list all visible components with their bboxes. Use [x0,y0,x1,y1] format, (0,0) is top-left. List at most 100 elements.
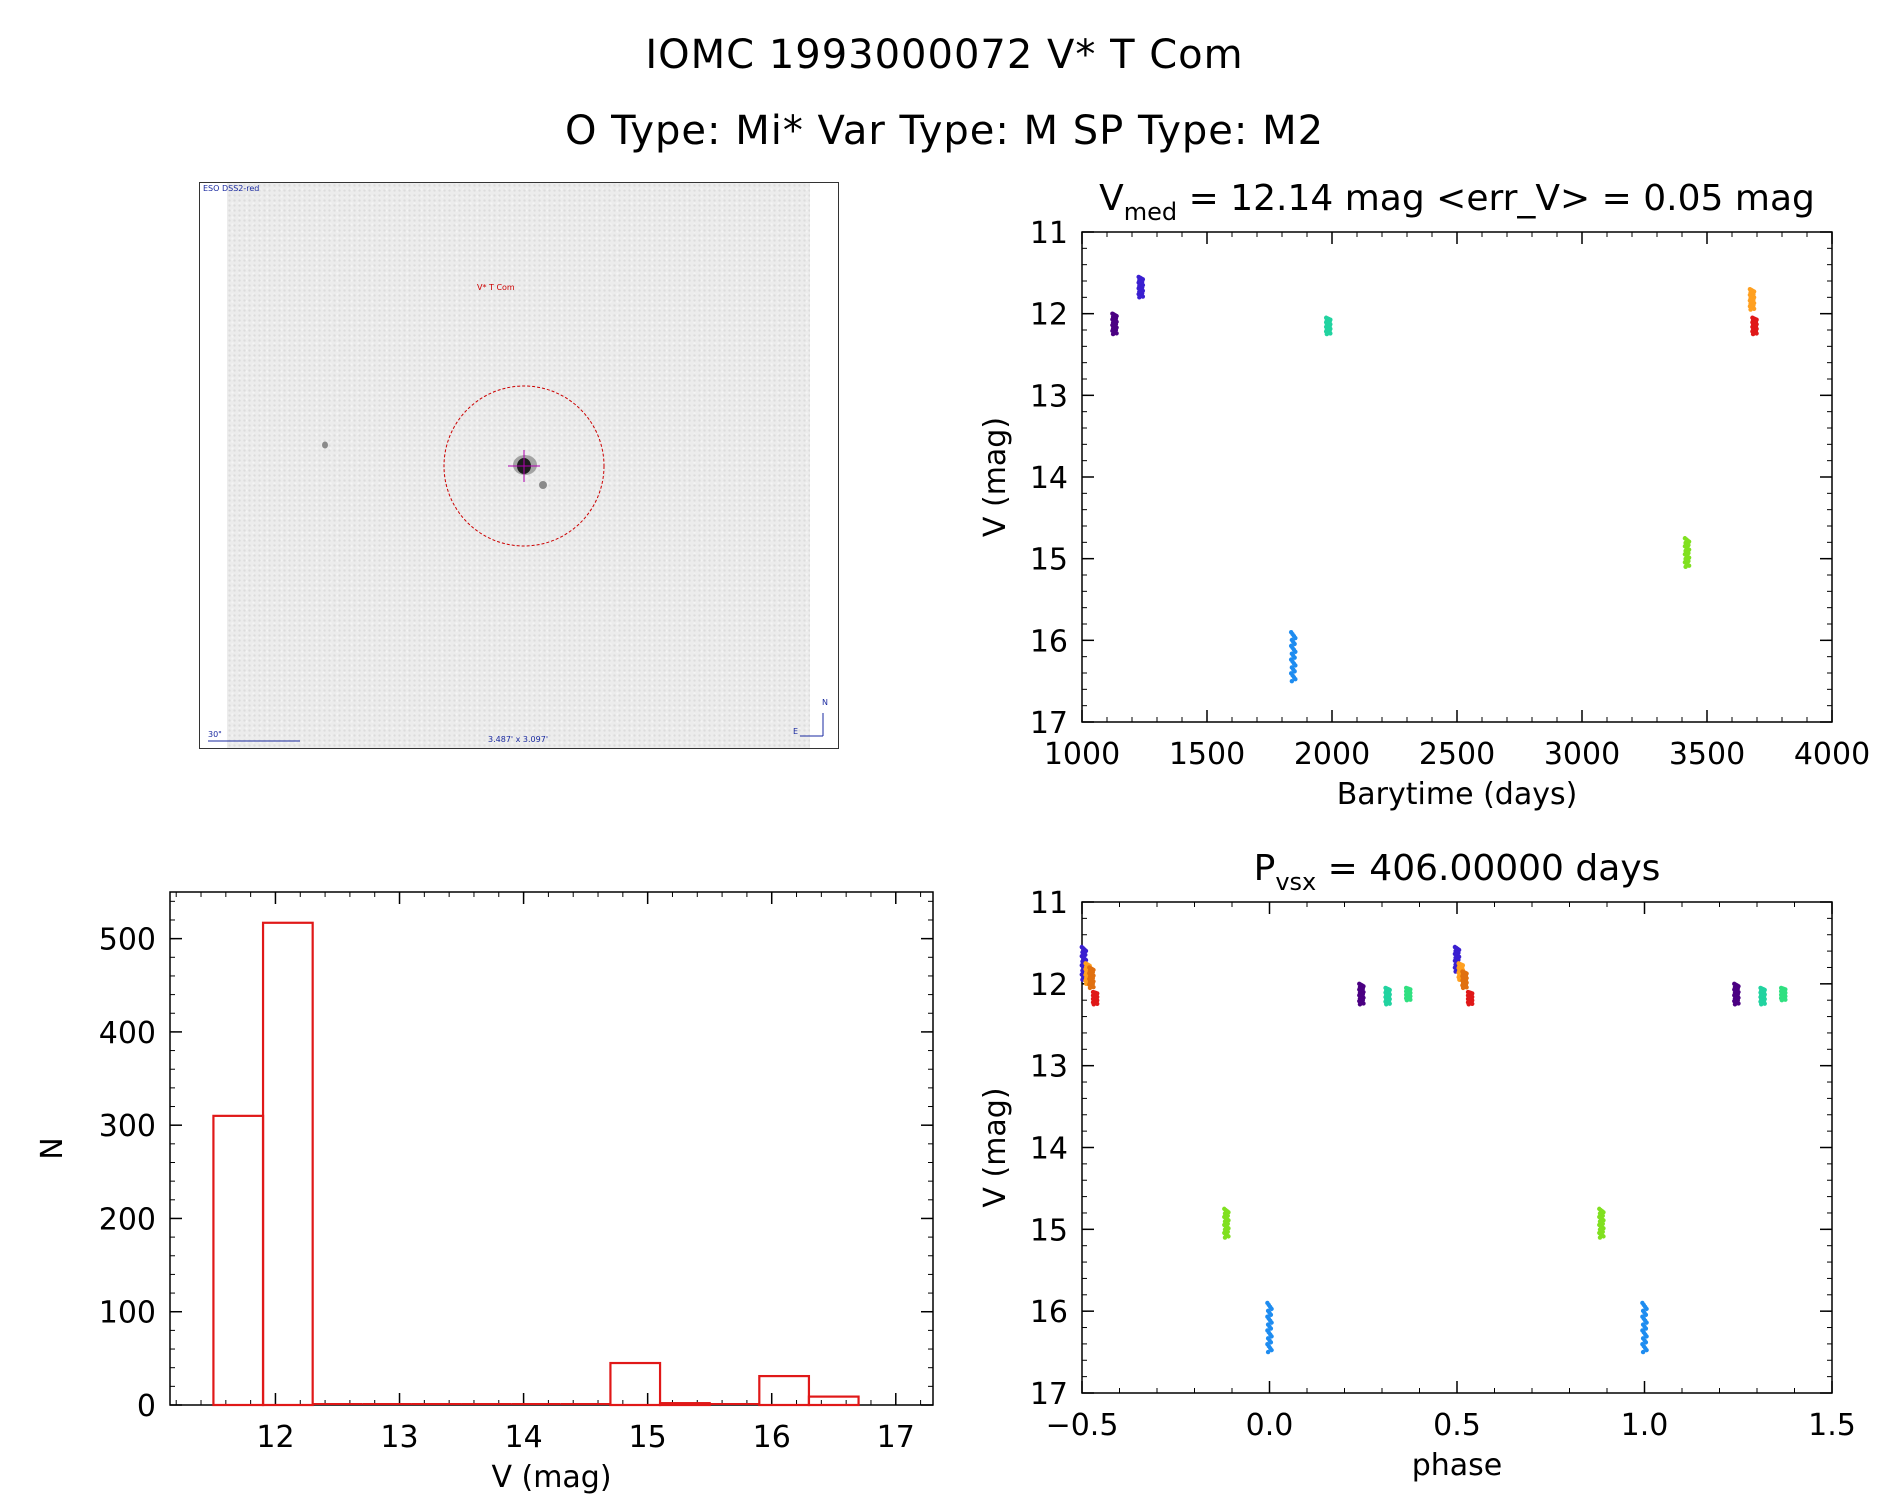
data-point [1750,331,1756,337]
histogram-bar [758,1374,811,1407]
plot-frame [169,891,934,1406]
x-tick-label: 2000 [1294,737,1370,772]
data-cluster [1597,1206,1606,1240]
y-tick-label: 11 [1030,216,1068,251]
data-point [1748,307,1753,312]
histogram-bar [609,1361,662,1407]
data-cluster [1732,981,1741,1007]
stamp-overlay [208,385,824,742]
data-point [1643,1340,1649,1345]
data-point [1732,1002,1738,1007]
data-point [1643,1326,1649,1331]
histogram-panel: 12 13 14 15 16 17 0 100 200 300 400 500 V (mag) N [35,891,934,1494]
data-point [1293,635,1298,641]
data-cluster [1323,315,1333,337]
data-point [1269,1306,1274,1312]
y-tick-label: 16 [1030,624,1068,659]
east-label: E [793,727,799,736]
data-cluster [1357,981,1366,1007]
title-symbol: P [1254,848,1276,889]
x-tick-label: 0.0 [1246,1408,1294,1443]
data-cluster [1758,985,1767,1007]
x-tick-label: 14 [504,1420,542,1455]
y-tick-label: 16 [1030,1295,1068,1330]
data-point [1683,564,1688,570]
data-point [1222,1235,1228,1240]
y-tick-label: 13 [1030,379,1068,414]
data-point [1293,649,1298,654]
x-tick-label: 16 [753,1420,791,1455]
data-point [1759,1002,1764,1007]
data-point [1408,997,1413,1002]
data-cluster [1087,965,1096,991]
object-label: V* T Com [477,283,515,292]
plot-frame [1081,231,1833,723]
data-cluster [1136,274,1146,300]
data-cluster [1383,985,1392,1007]
title-symbol: V [1099,178,1124,219]
data-cluster [1110,311,1119,337]
x-tick-label: 3500 [1669,737,1745,772]
y-tick-label: 300 [99,1109,156,1144]
data-cluster [1465,989,1475,1007]
x-axis-label: phase [1412,1448,1503,1483]
companion-star [539,481,547,489]
data-point [1324,331,1330,337]
y-tick-label: 12 [1030,298,1068,333]
data-point [1292,669,1297,674]
x-tick-label: 3000 [1544,737,1620,772]
data-cluster [1750,315,1759,337]
data-point [1762,1001,1767,1006]
data-point [1265,1349,1271,1355]
y-tick-label: 11 [1030,886,1068,921]
y-tick-label: 13 [1030,1050,1068,1085]
data-point [1357,1002,1363,1007]
figure-title: IOMC 1993000072 V* T Com [645,32,1244,78]
panel-title: Pvsx = 406.00000 days [1254,848,1661,896]
lightcurve-panel: 1000 1500 2000 2500 3000 3500 4000 11 12 13 14 15 16… [978,178,1870,812]
x-tick-label: 1500 [1169,737,1245,772]
x-tick-label: 1.5 [1808,1408,1856,1443]
data-point [1384,1002,1389,1007]
data-point [1269,1334,1274,1339]
field-star [322,441,328,449]
title-text: = 12.14 mag <err_V> = 0.05 mag [1177,178,1815,219]
data-point [1751,306,1757,311]
y-tick-label: 100 [99,1296,156,1331]
histogram-bar [807,1395,860,1407]
data-point [1110,331,1116,337]
data-cluster [1090,989,1100,1007]
title-subscript: vsx [1275,868,1316,896]
data-point [1736,1001,1741,1006]
data-point [1597,1235,1603,1240]
data-point [1328,331,1333,336]
data-cluster [1640,1300,1649,1355]
data-point [1268,1312,1274,1317]
data-point [1779,998,1785,1003]
data-point [1140,294,1146,299]
y-axis-label: V (mag) [978,417,1013,537]
x-tick-label: −0.5 [1046,1408,1119,1443]
data-cluster [1460,969,1469,991]
data-point [1293,677,1298,682]
data-cluster [1222,1206,1231,1240]
data-point [1754,331,1759,336]
data-point [1464,985,1469,990]
size-label: 3.487' x 3.097' [488,735,549,744]
data-point [1095,1001,1100,1007]
data-point [1289,678,1295,684]
y-tick-label: 17 [1030,1377,1068,1412]
data-point [1292,641,1297,647]
data-point [1361,1001,1366,1006]
data-point [1226,1234,1231,1239]
data-point [1387,1001,1392,1006]
y-axis-label: V (mag) [978,1087,1013,1207]
data-cluster [1403,985,1413,1003]
x-axis-label: Barytime (days) [1337,777,1578,812]
dss-image-stamp: ESO DSS2-red V* T Com 30" 3.487' x 3.097… [199,182,839,749]
y-axis-label: N [35,1137,70,1159]
y-tick-label: 17 [1030,706,1068,741]
y-tick-label: 12 [1030,968,1068,1003]
y-tick-label: 400 [99,1016,156,1051]
histogram-bar [261,921,314,1407]
